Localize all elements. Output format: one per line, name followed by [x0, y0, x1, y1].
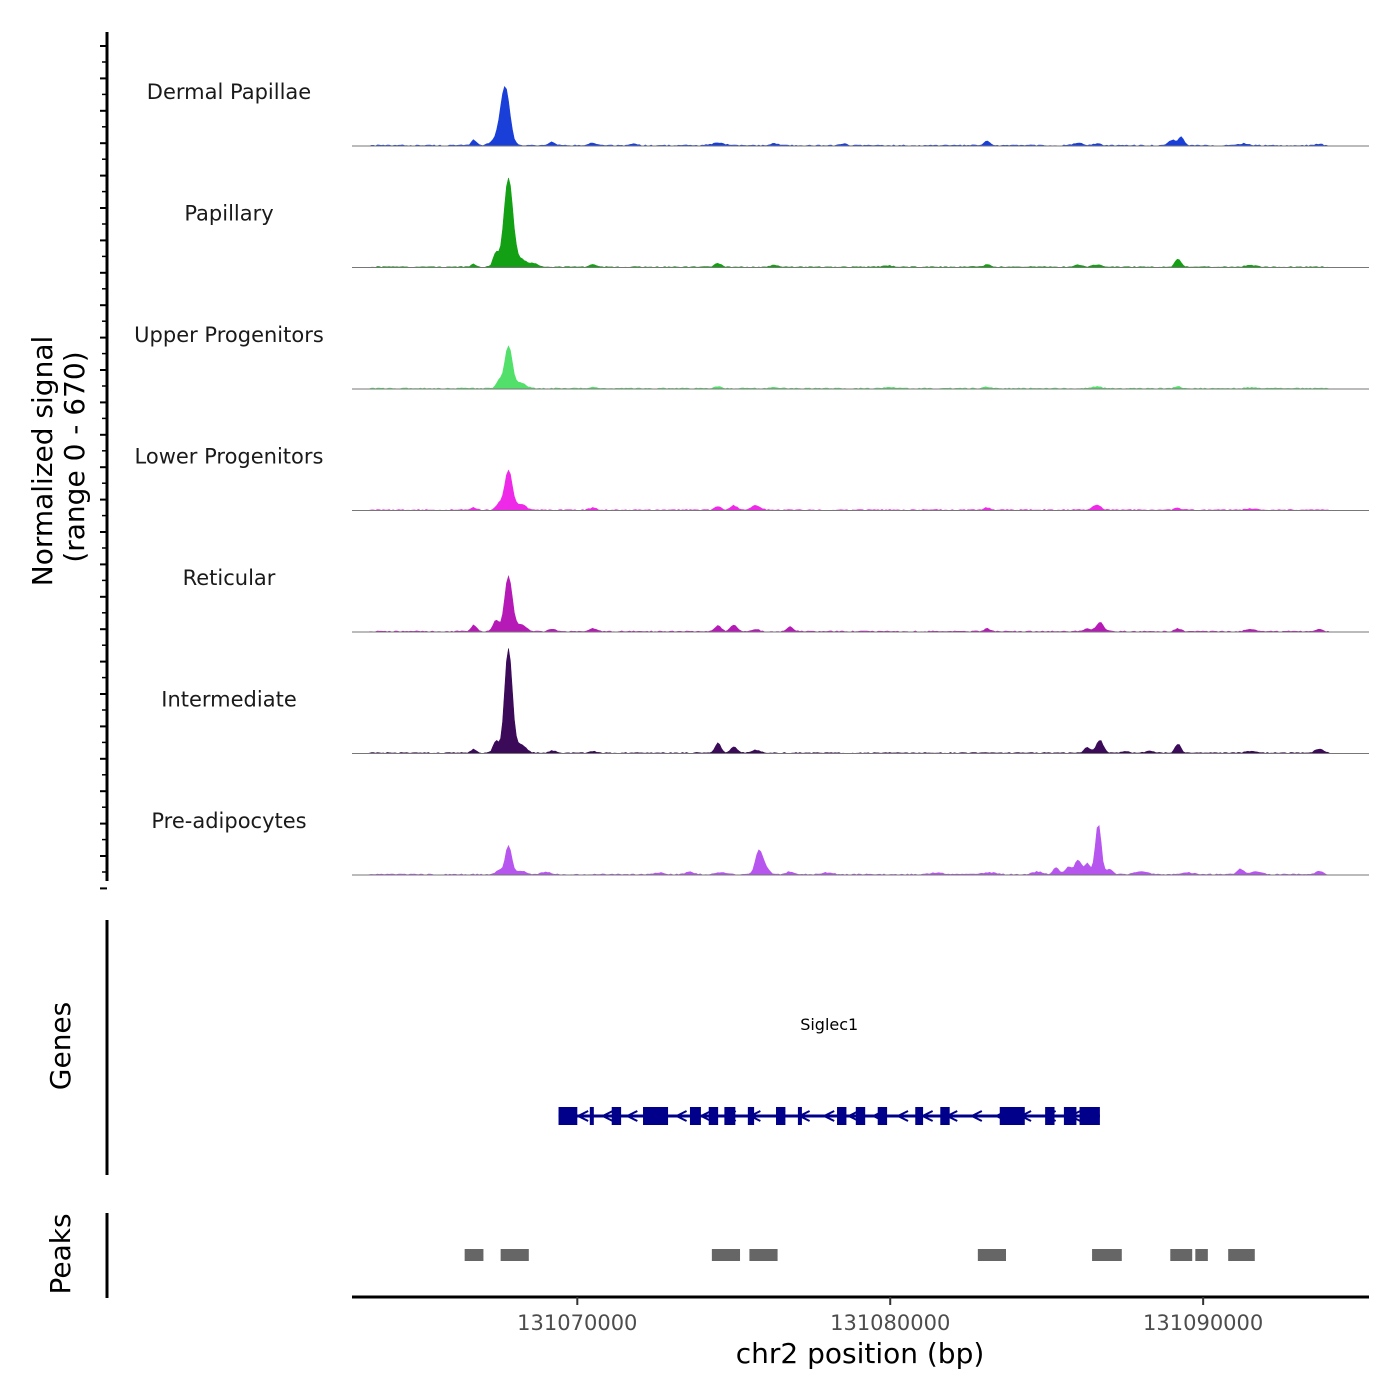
strand-arrow: [698, 1110, 712, 1122]
strand-arrow: [969, 1110, 983, 1122]
peak-region: [500, 1249, 529, 1261]
strand-arrow: [895, 1110, 909, 1122]
coverage-track: Intermediate: [161, 648, 1369, 754]
signal-y-axis-ticks: [100, 45, 107, 890]
gene-model: Siglec1: [558, 1015, 1100, 1125]
coverage-track: Upper Progenitors: [134, 323, 1369, 390]
gene-exon: [724, 1107, 736, 1125]
coverage-area: [352, 648, 1369, 754]
gene-exon: [558, 1107, 578, 1125]
gene-exon: [877, 1107, 888, 1125]
gene-exon: [837, 1107, 847, 1125]
gene-name-label: Siglec1: [800, 1015, 858, 1034]
x-axis-ticks: 131070000 131080000 131090000: [517, 1297, 1263, 1335]
y-axis-title: Normalized signal: [26, 336, 59, 587]
coverage-area: [352, 177, 1369, 268]
track-label: Pre-adipocytes: [151, 809, 306, 833]
strand-arrow: [846, 1110, 860, 1122]
coverage-track: Pre-adipocytes: [151, 809, 1369, 876]
x-tick-label: 131070000: [517, 1311, 637, 1335]
y-axis-subtitle: (range 0 - 670): [58, 351, 91, 562]
track-label: Papillary: [184, 202, 273, 226]
track-label: Dermal Papillae: [147, 80, 311, 104]
strand-arrow: [600, 1110, 614, 1122]
x-tick-label: 131080000: [830, 1311, 950, 1335]
peak-region: [1170, 1249, 1193, 1261]
track-label: Intermediate: [161, 688, 297, 712]
x-axis-title: chr2 position (bp): [736, 1337, 985, 1370]
genes-track: Siglec1: [558, 1015, 1100, 1125]
peak-region: [1092, 1249, 1122, 1261]
gene-exon: [611, 1107, 622, 1125]
gene-exon: [589, 1107, 594, 1125]
peak-region: [464, 1249, 484, 1261]
coverage-track: Papillary: [184, 177, 1369, 268]
peak-region: [1195, 1249, 1208, 1261]
gene-exon: [797, 1107, 802, 1125]
gene-exon: [643, 1107, 669, 1125]
genes-track-title: Genes: [44, 1002, 77, 1090]
strand-arrow: [575, 1110, 589, 1122]
track-label: Lower Progenitors: [135, 445, 324, 469]
gene-exon: [708, 1107, 719, 1125]
peak-region: [749, 1249, 778, 1261]
coverage-area: [352, 85, 1369, 147]
strand-arrow: [674, 1110, 688, 1122]
gene-exon: [1079, 1107, 1100, 1125]
coverage-area: [352, 825, 1369, 876]
coverage-area: [352, 469, 1369, 511]
gene-exon: [1063, 1107, 1077, 1125]
gene-exon: [940, 1107, 950, 1125]
coverage-track: Dermal Papillae: [147, 80, 1369, 147]
peaks-track: [464, 1249, 1255, 1261]
coverage-track: Reticular: [183, 566, 1369, 633]
peak-region: [977, 1249, 1007, 1261]
gene-exon: [747, 1107, 755, 1125]
strand-arrow: [821, 1110, 835, 1122]
gene-exon: [1045, 1107, 1055, 1125]
coverage-tracks: Dermal Papillae Papillary Upper Progenitor…: [134, 80, 1369, 876]
coverage-track: Lower Progenitors: [135, 445, 1369, 511]
gene-exon: [855, 1107, 866, 1125]
coverage-area: [352, 575, 1369, 633]
track-label: Reticular: [183, 566, 276, 590]
coverage-area: [352, 345, 1369, 390]
x-tick-label: 131090000: [1143, 1311, 1263, 1335]
gene-exon: [999, 1107, 1025, 1125]
peak-region: [1228, 1249, 1255, 1261]
track-label: Upper Progenitors: [134, 323, 324, 347]
strand-arrow: [625, 1110, 638, 1122]
gene-exon: [689, 1107, 701, 1125]
gene-exon: [776, 1107, 786, 1125]
peaks-track-title: Peaks: [44, 1213, 77, 1294]
peak-region: [711, 1249, 741, 1261]
gene-exon: [915, 1107, 924, 1125]
